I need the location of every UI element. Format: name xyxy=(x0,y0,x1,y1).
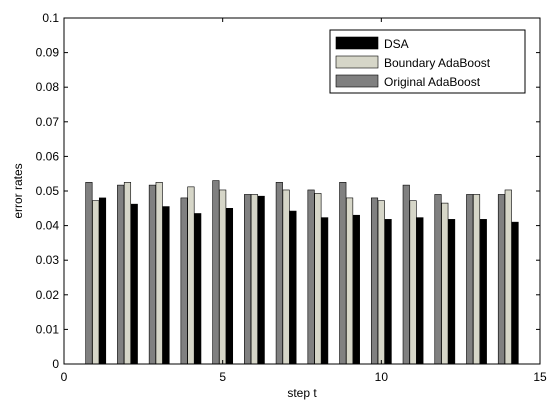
bar-dsa-step-11 xyxy=(416,217,424,365)
bar-dsa-step-13 xyxy=(479,219,487,365)
bar-dsa-step-1 xyxy=(98,197,107,365)
bar-dsa-step-2 xyxy=(130,203,138,365)
bar-boundary-adaboost-step-5 xyxy=(219,189,227,365)
y-tick-label: 0 xyxy=(52,357,59,371)
bar-dsa-step-6 xyxy=(257,195,265,365)
bar-original-adaboost-step-6 xyxy=(244,194,252,365)
legend-swatch-original-adaboost xyxy=(335,74,379,88)
bar-boundary-adaboost-step-2 xyxy=(123,182,132,365)
bar-dsa-step-12 xyxy=(448,219,456,365)
bar-dsa-step-5 xyxy=(225,208,234,365)
bar-original-adaboost-step-13 xyxy=(466,194,474,365)
bar-dsa-step-3 xyxy=(162,206,170,365)
bar-boundary-adaboost-step-12 xyxy=(441,202,449,365)
bar-original-adaboost-step-9 xyxy=(339,182,347,365)
x-tick-label: 10 xyxy=(375,370,389,384)
legend-swatch-dsa xyxy=(335,36,379,50)
y-tick-label: 0.01 xyxy=(36,322,60,336)
axis-ticks: 0 0.01 0.02 0.03 0.04 0.05 0.06 0.07 0.08 0.09 0.1… xyxy=(36,11,547,384)
bar-boundary-adaboost-step-13 xyxy=(472,194,481,365)
bar-dsa-step-9 xyxy=(352,214,360,365)
bar-original-adaboost-step-12 xyxy=(434,194,442,365)
bar-original-adaboost-step-5 xyxy=(212,180,220,365)
legend-label-dsa: DSA xyxy=(384,37,409,51)
x-tick-label: 0 xyxy=(61,370,68,384)
legend: DSA Boundary AdaBoost Original AdaBoost xyxy=(329,29,526,94)
y-tick-label: 0.1 xyxy=(42,11,59,25)
bar-dsa-step-4 xyxy=(194,213,202,365)
bar-original-adaboost-step-3 xyxy=(148,184,156,365)
y-tick-label: 0.07 xyxy=(36,115,60,129)
legend-swatch-boundary-adaboost xyxy=(335,55,379,69)
bar-boundary-adaboost-step-6 xyxy=(250,194,258,365)
bar-dsa-step-7 xyxy=(289,210,297,365)
bar-boundary-adaboost-step-9 xyxy=(346,197,354,365)
bar-dsa-step-14 xyxy=(511,221,519,365)
legend-label-original-adaboost: Original AdaBoost xyxy=(384,75,481,89)
y-tick-label: 0.04 xyxy=(36,219,60,233)
y-tick-label: 0.05 xyxy=(36,184,60,198)
y-tick-label: 0.09 xyxy=(36,46,60,60)
x-tick-label: 15 xyxy=(533,370,547,384)
bar-boundary-adaboost-step-14 xyxy=(504,189,512,365)
y-tick-label: 0.03 xyxy=(36,253,60,267)
bar-boundary-adaboost-step-4 xyxy=(187,186,195,365)
bar-original-adaboost-step-8 xyxy=(307,189,315,365)
bar-boundary-adaboost-step-3 xyxy=(155,182,163,365)
bar-original-adaboost-step-11 xyxy=(402,184,410,365)
y-axis-title: error rates xyxy=(11,163,25,218)
bar-dsa-step-8 xyxy=(321,217,329,365)
bar-boundary-adaboost-step-7 xyxy=(282,189,290,365)
bar-original-adaboost-step-2 xyxy=(117,184,125,365)
x-axis-title: step t xyxy=(287,386,317,400)
x-tick-label: 5 xyxy=(219,370,226,384)
bar-boundary-adaboost-step-10 xyxy=(377,200,385,365)
bar-boundary-adaboost-step-8 xyxy=(314,193,322,365)
bar-original-adaboost-step-4 xyxy=(180,197,188,365)
bar-original-adaboost-step-7 xyxy=(275,182,283,365)
bar-original-adaboost-step-14 xyxy=(497,194,506,365)
bar-boundary-adaboost-step-1 xyxy=(92,200,100,365)
y-tick-label: 0.08 xyxy=(36,80,60,94)
legend-label-boundary-adaboost: Boundary AdaBoost xyxy=(384,56,491,70)
bar-boundary-adaboost-step-11 xyxy=(409,200,417,365)
y-tick-label: 0.06 xyxy=(36,149,60,163)
bar-original-adaboost-step-10 xyxy=(370,197,379,365)
bar-original-adaboost-step-1 xyxy=(85,182,93,365)
bar-dsa-step-10 xyxy=(384,219,392,365)
y-tick-label: 0.02 xyxy=(36,288,60,302)
